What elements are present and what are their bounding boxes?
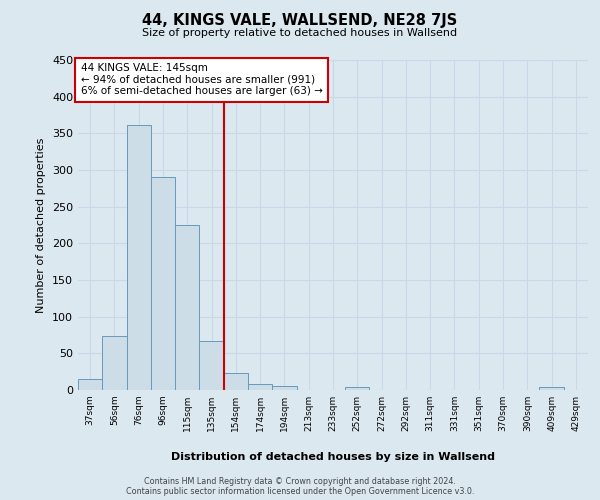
Bar [272,386,296,390]
Bar [199,341,224,390]
Bar [102,336,127,390]
Text: 44 KINGS VALE: 145sqm
← 94% of detached houses are smaller (991)
6% of semi-deta: 44 KINGS VALE: 145sqm ← 94% of detached … [80,64,322,96]
Bar [539,387,564,390]
Bar [127,124,151,390]
Bar [78,379,102,390]
Bar [151,178,175,390]
Bar [175,225,199,390]
Text: Size of property relative to detached houses in Wallsend: Size of property relative to detached ho… [142,28,458,38]
Y-axis label: Number of detached properties: Number of detached properties [37,138,46,312]
Text: Contains public sector information licensed under the Open Government Licence v3: Contains public sector information licen… [126,488,474,496]
Text: Contains HM Land Registry data © Crown copyright and database right 2024.: Contains HM Land Registry data © Crown c… [144,478,456,486]
Text: 44, KINGS VALE, WALLSEND, NE28 7JS: 44, KINGS VALE, WALLSEND, NE28 7JS [142,12,458,28]
Bar [248,384,272,390]
Text: Distribution of detached houses by size in Wallsend: Distribution of detached houses by size … [171,452,495,462]
Bar [224,373,248,390]
Bar [345,387,370,390]
